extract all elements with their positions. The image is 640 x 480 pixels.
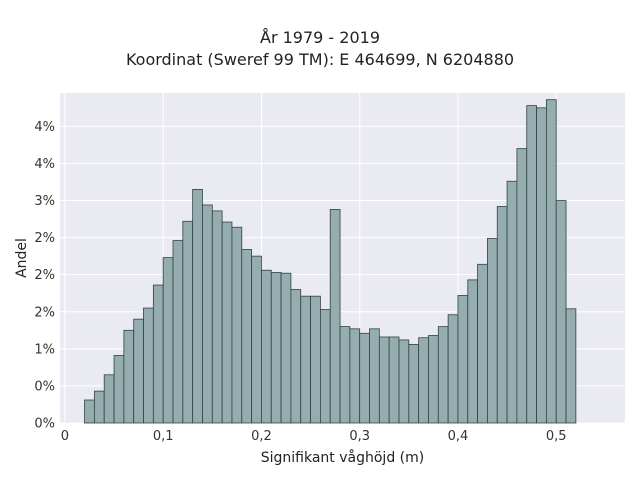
x-tick-label: 0,4 [448, 429, 469, 444]
histogram-bar [349, 328, 361, 424]
histogram-bar [280, 272, 292, 424]
histogram-bars [84, 99, 577, 424]
y-tick-label: 4% [34, 120, 55, 135]
histogram-bar [496, 206, 508, 424]
x-tick-label: 0,1 [153, 429, 174, 444]
y-tick-label: 2% [34, 305, 55, 320]
histogram-bar [202, 204, 213, 424]
histogram-bar [241, 249, 253, 424]
histogram-bar [123, 329, 135, 424]
histogram-bar [300, 295, 311, 424]
histogram-bar [103, 374, 115, 424]
histogram-bar [418, 337, 429, 424]
histogram-bar [408, 343, 420, 424]
histogram-bar [545, 99, 557, 424]
histogram-bar [84, 399, 95, 424]
chart-subtitle: Koordinat (Sweref 99 TM): E 464699, N 62… [125, 50, 515, 69]
x-tick-label: 0,2 [251, 429, 272, 444]
x-axis-label: Signifikant våghöjd (m) [261, 449, 424, 466]
y-axis-label: Andel [14, 238, 30, 278]
histogram-bar [467, 279, 479, 424]
histogram-bar [487, 237, 498, 424]
histogram-bar [251, 255, 262, 424]
histogram-bar [437, 326, 449, 424]
histogram-bar [428, 335, 439, 424]
histogram-bar [477, 263, 488, 424]
histogram-bar [221, 221, 233, 424]
histogram-bar [93, 390, 105, 424]
histogram-bar [319, 309, 331, 424]
histogram-bar [152, 284, 164, 424]
histogram-bar [261, 269, 272, 424]
histogram-bar [339, 326, 351, 424]
histogram-bar [457, 295, 469, 424]
histogram-bar [329, 209, 341, 424]
y-tick-label: 2% [34, 231, 55, 246]
histogram-bar [192, 189, 203, 424]
histogram-bar [143, 307, 154, 424]
histogram-bar [378, 336, 390, 424]
histogram-bar [516, 148, 528, 424]
y-axis-ticks: 0% 0% 1% 2% 2% 2% 3% 4% 4% [34, 120, 55, 432]
histogram-bar [536, 107, 547, 424]
histogram-bar [133, 318, 144, 424]
histogram-bar [398, 339, 410, 424]
chart-title: År 1979 - 2019 [260, 28, 380, 47]
histogram-bar [270, 272, 282, 424]
histogram-bar [506, 180, 518, 424]
histogram-bar [182, 220, 194, 424]
x-axis-ticks: 0 0,1 0,2 0,3 0,4 0,5 [61, 429, 567, 444]
histogram-bar [290, 289, 302, 424]
histogram-bar [172, 240, 184, 424]
histogram-bar [388, 336, 400, 424]
y-tick-label: 0% [34, 417, 55, 432]
x-tick-label: 0,5 [546, 429, 567, 444]
histogram-bar [369, 328, 380, 424]
y-tick-label: 4% [34, 157, 55, 172]
x-tick-label: 0,3 [349, 429, 370, 444]
x-tick-label: 0 [61, 429, 69, 444]
histogram-bar [555, 200, 567, 424]
histogram-bar [565, 308, 577, 424]
histogram-bar [310, 295, 321, 424]
y-tick-label: 3% [34, 194, 55, 209]
histogram-bar [447, 314, 459, 424]
histogram-bar [359, 332, 370, 424]
histogram-bar [211, 210, 223, 424]
y-tick-label: 2% [34, 268, 55, 283]
y-tick-label: 0% [34, 379, 55, 394]
histogram-bar [162, 257, 174, 424]
histogram-bar [526, 105, 537, 424]
histogram-bar [231, 226, 243, 424]
y-tick-label: 1% [34, 342, 55, 357]
histogram-bar [113, 355, 125, 424]
